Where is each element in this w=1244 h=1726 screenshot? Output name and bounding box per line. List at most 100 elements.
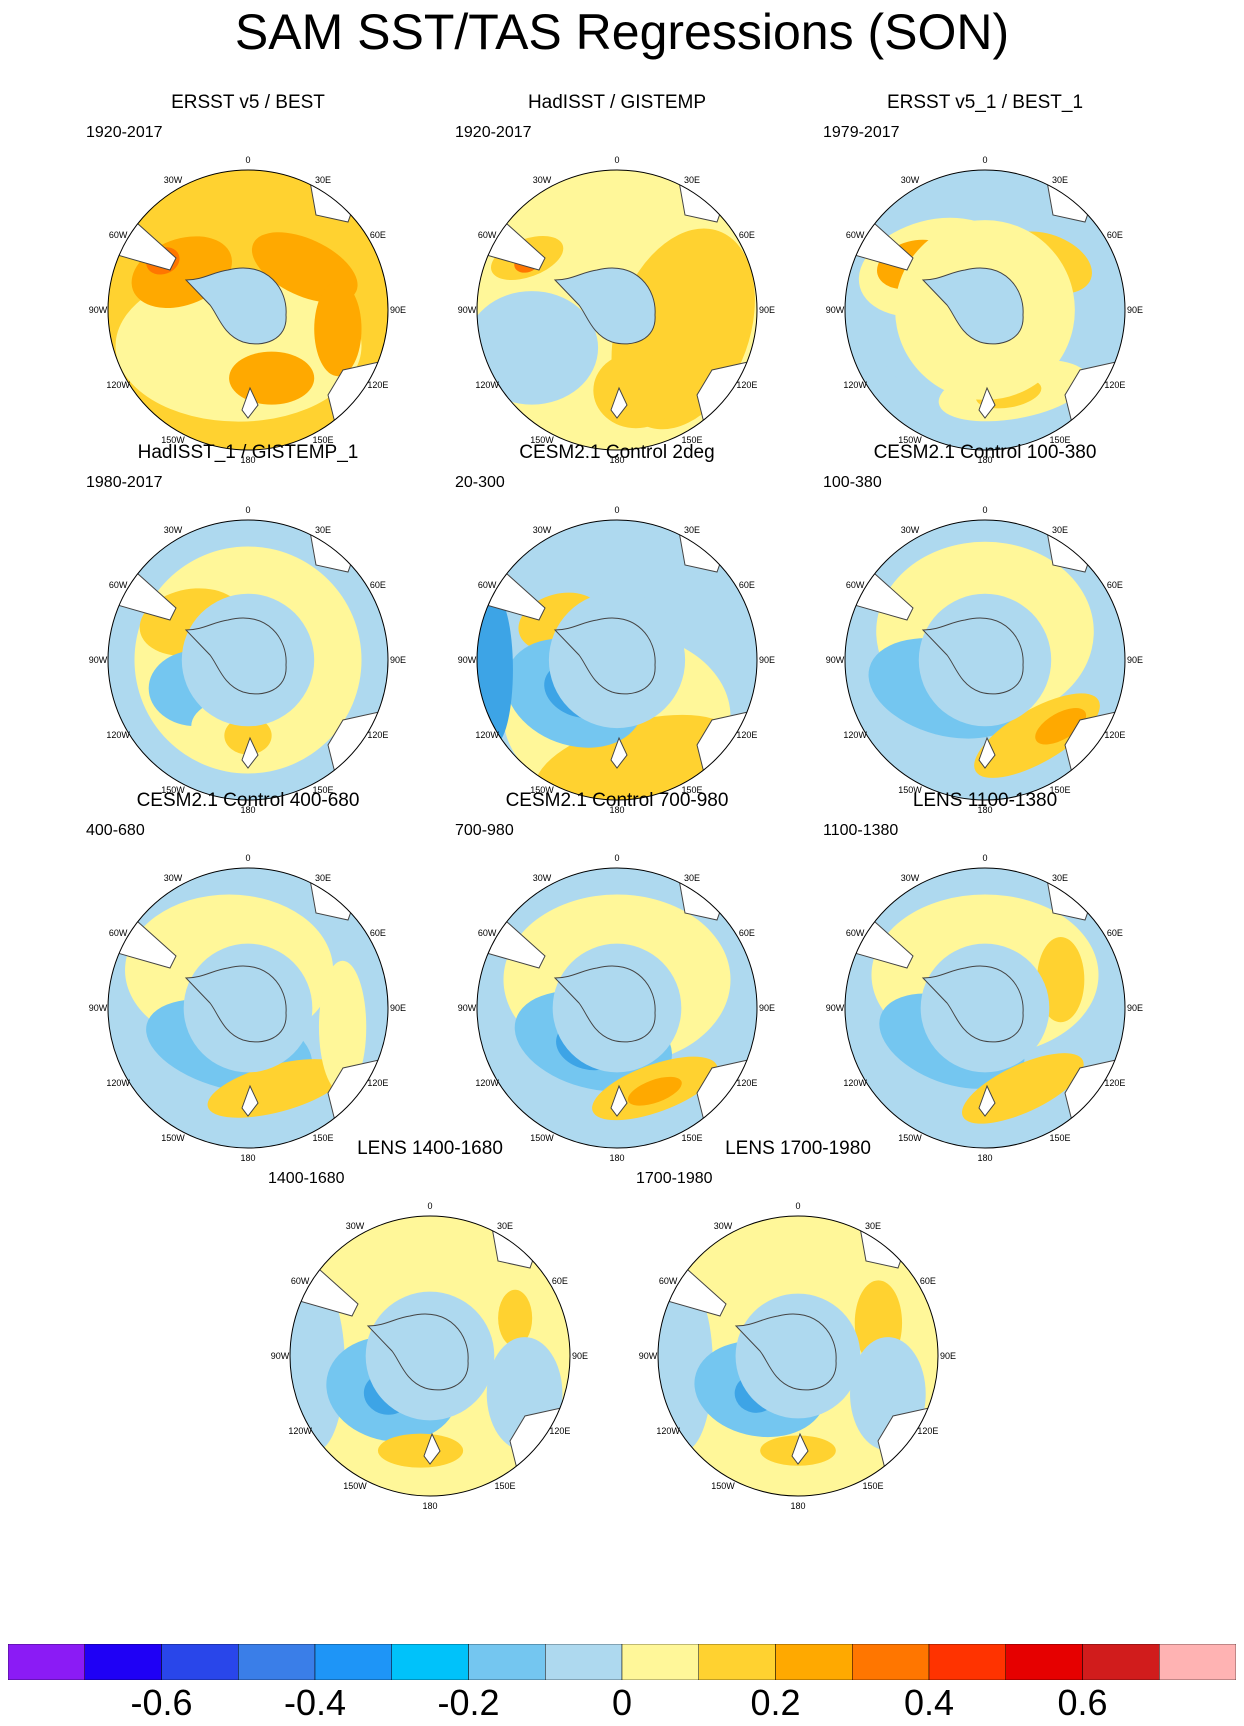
colorbar-swatch: [8, 1644, 85, 1680]
contour-region: [658, 1280, 713, 1451]
colorbar-swatch: [161, 1644, 239, 1680]
colorbar-tick-label: 0.6: [1057, 1682, 1108, 1723]
lon-label: 150E: [312, 785, 333, 795]
lon-label: 120E: [367, 730, 388, 740]
map-panel: CESM2.1 Control 700-980 700-980 0 30E 60E 90E…: [447, 790, 787, 1170]
map-frame: [476, 519, 758, 801]
field-contours: [108, 868, 388, 1148]
lon-label: 30W: [346, 1221, 365, 1231]
lon-label: 90W: [458, 655, 477, 665]
lon-label: 0: [795, 1201, 800, 1211]
lon-label: 90W: [826, 305, 845, 315]
map-panel: LENS 1700-1980 1700-1980 0 30E 60E 90E 120E 150…: [628, 1138, 968, 1518]
lon-label: 90E: [940, 1351, 956, 1361]
lon-label: 150E: [1049, 1133, 1070, 1143]
lon-label: 60W: [478, 580, 497, 590]
lon-label: 60W: [659, 1276, 678, 1286]
polar-map: 0 30E 60E 90E 120E 150E 180 150W 120W 90W 60W 30W: [89, 853, 406, 1163]
lon-label: 60E: [552, 1276, 568, 1286]
colorbar-tick-label: -0.2: [437, 1682, 500, 1723]
polar-map: 0 30E 60E 90E 120E 150E 180 150W 120W 90W 60W 30W: [826, 505, 1143, 815]
lon-label: 180: [977, 1153, 992, 1163]
lon-label: 120W: [475, 1078, 499, 1088]
panel-period: 100-380: [823, 474, 882, 491]
lon-label: 0: [982, 155, 987, 165]
lon-label: 30E: [1052, 175, 1068, 185]
lon-label: 150E: [312, 1133, 333, 1143]
lon-label: 90E: [390, 305, 406, 315]
new-zealand: [423, 1432, 441, 1465]
lon-label: 60E: [1107, 580, 1123, 590]
colorbar-swatch: [698, 1644, 776, 1680]
contour-region: [314, 281, 362, 377]
polar-map: 0 30E 60E 90E 120E 150E 180 150W 120W 90W 60W 30W: [458, 505, 775, 815]
new-zealand: [610, 1084, 628, 1117]
panel-title: CESM2.1 Control 2deg: [519, 442, 715, 463]
lon-label: 30W: [533, 525, 552, 535]
contour-region: [1035, 707, 1087, 745]
antarctica: [184, 617, 287, 695]
lon-label: 150W: [530, 785, 554, 795]
new-zealand: [610, 386, 628, 419]
field-contours: [845, 520, 1125, 800]
field-contours: [108, 520, 388, 800]
lon-label: 180: [609, 455, 624, 465]
map-panel: CESM2.1 Control 2deg 20-300 0 30E 60E 90E 120E…: [447, 442, 787, 822]
contour-region: [229, 351, 315, 405]
lon-label: 120E: [549, 1426, 570, 1436]
colorbar-tick-label: -0.4: [283, 1682, 347, 1723]
colorbar-swatch: [775, 1644, 853, 1680]
lon-label: 120E: [1104, 380, 1125, 390]
colorbar: [8, 1644, 1236, 1680]
panel-period: 1979-2017: [823, 124, 900, 141]
lon-label: 60W: [846, 580, 865, 590]
contour-region: [377, 1433, 464, 1468]
lon-label: 90E: [390, 1003, 406, 1013]
contour-region: [224, 716, 272, 755]
lon-label: 30W: [533, 873, 552, 883]
lon-label: 120E: [367, 1078, 388, 1088]
colorbar-tick-label: 0.4: [903, 1682, 955, 1723]
lon-label: 120E: [1104, 730, 1125, 740]
lon-label: 30E: [497, 1221, 513, 1231]
lon-label: 150W: [711, 1481, 735, 1491]
panel-title: CESM2.1 Control 700-980: [505, 790, 729, 811]
lon-label: 90W: [89, 655, 108, 665]
lon-label: 90E: [390, 655, 406, 665]
new-zealand: [978, 736, 996, 769]
lon-label: 150E: [1049, 435, 1070, 445]
lon-label: 180: [977, 455, 992, 465]
field-contours: [477, 170, 757, 450]
antarctica: [553, 965, 656, 1043]
lon-label: 180: [240, 805, 255, 815]
lon-label: 0: [245, 853, 250, 863]
lon-label: 150W: [161, 435, 185, 445]
field-contours: [108, 170, 388, 450]
lon-label: 150W: [898, 435, 922, 445]
map-frame: [476, 169, 758, 451]
contour-region: [593, 352, 679, 429]
lon-label: 30E: [865, 1221, 881, 1231]
lon-label: 30E: [684, 873, 700, 883]
lon-label: 30W: [901, 525, 920, 535]
panel-title: HadISST_1 / GISTEMP_1: [137, 442, 359, 463]
lon-label: 30W: [901, 175, 920, 185]
colorbar-tick-label: -0.6: [130, 1682, 193, 1723]
lon-label: 90E: [1127, 655, 1143, 665]
lon-label: 90W: [89, 1003, 108, 1013]
lon-label: 150W: [343, 1481, 367, 1491]
map-panel: HadISST / GISTEMP 1920-2017 0 30E 60E 90E 120E…: [447, 92, 787, 472]
lon-label: 0: [614, 853, 619, 863]
contour-region: [207, 1059, 346, 1118]
lon-label: 30E: [315, 873, 331, 883]
map-frame: [107, 169, 389, 451]
lon-label: 180: [977, 805, 992, 815]
lon-label: 90W: [826, 655, 845, 665]
panel-title: HadISST / GISTEMP: [527, 92, 707, 113]
map-frame: [844, 169, 1126, 451]
new-zealand: [241, 1084, 259, 1117]
lon-label: 120E: [736, 380, 757, 390]
contour-region: [290, 1280, 345, 1451]
lon-label: 90E: [759, 1003, 775, 1013]
lon-label: 150E: [681, 1133, 702, 1143]
